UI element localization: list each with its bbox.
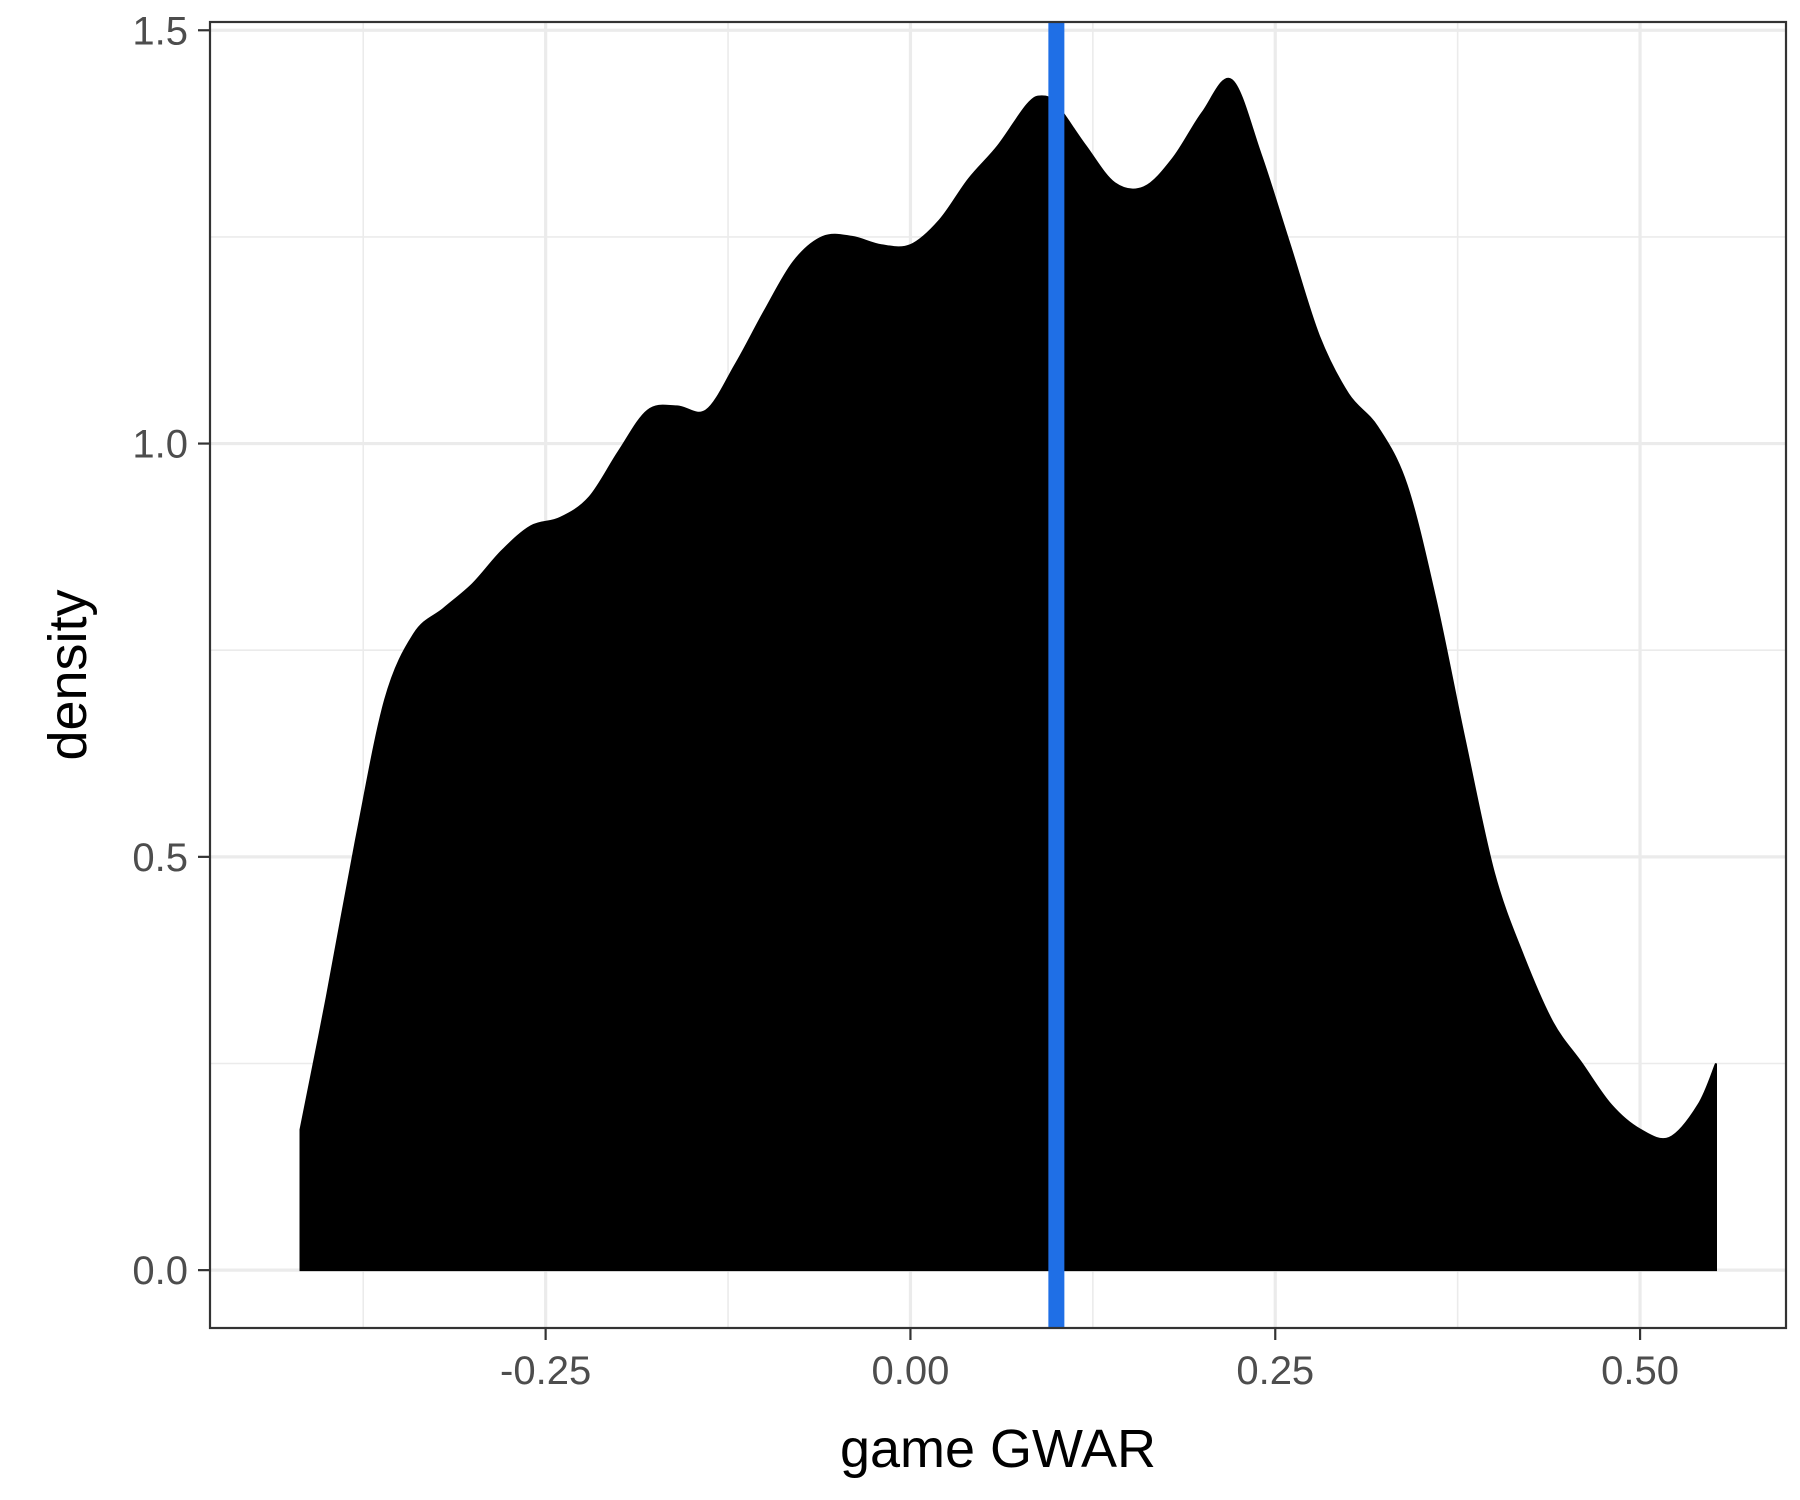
x-tick-label-0: -0.25 — [500, 1349, 591, 1393]
x-tick-label-1: 0.00 — [872, 1349, 950, 1393]
y-axis-title: density — [38, 589, 98, 760]
y-tick-label-2: 1.0 — [132, 423, 188, 467]
x-tick-label-2: 0.25 — [1236, 1349, 1314, 1393]
panel-border — [208, 20, 1788, 1330]
x-axis-title: game GWAR — [840, 1419, 1156, 1479]
y-tick-label-0: 0.0 — [132, 1249, 188, 1293]
tick-layer: -0.25 0.00 0.25 0.50 0.0 0.5 1.0 1.5 — [132, 9, 1679, 1393]
density-area — [299, 77, 1717, 1272]
density-area-layer — [299, 77, 1717, 1272]
x-tick-label-3: 0.50 — [1601, 1349, 1679, 1393]
y-tick-label-1: 0.5 — [132, 836, 188, 880]
y-tick-label-3: 1.5 — [132, 9, 188, 53]
